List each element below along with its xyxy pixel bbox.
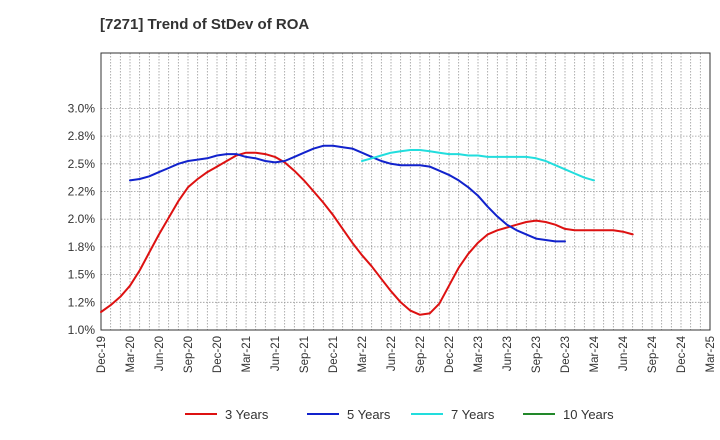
chart-title: [7271] Trend of StDev of ROA [100, 16, 310, 33]
x-tick-label: Dec-20 [212, 336, 224, 373]
y-axis-ticks: 1.0% 1.2% 1.5% 1.8% 2.0% 2.2% 2.5% 2.8% 3.0% [68, 101, 96, 337]
y-tick-label: 1.8% [68, 240, 96, 254]
x-tick-label: Sep-20 [183, 336, 195, 373]
x-tick-label: Mar-20 [125, 336, 137, 372]
y-tick-label: 2.8% [68, 129, 96, 143]
x-tick-label: Jun-24 [618, 335, 630, 371]
x-tick-label: Dec-24 [676, 335, 688, 373]
y-tick-label: 3.0% [68, 101, 96, 115]
x-tick-label: Sep-22 [415, 336, 427, 373]
x-tick-label: Jun-22 [386, 336, 398, 371]
x-tick-label: Dec-19 [96, 336, 108, 373]
series-line-3-years [100, 151, 634, 316]
x-tick-label: Dec-22 [444, 336, 456, 373]
x-tick-label: Jun-20 [154, 336, 166, 371]
y-tick-label: 1.0% [68, 323, 96, 337]
x-tick-label: Mar-24 [589, 335, 601, 372]
x-tick-label: Mar-21 [241, 336, 253, 372]
x-tick-label: Mar-25 [705, 336, 717, 372]
x-tick-label: Mar-23 [473, 336, 485, 372]
legend-label: 3 Years [225, 407, 269, 422]
x-tick-label: Jun-23 [502, 336, 514, 371]
legend-label: 7 Years [451, 407, 495, 422]
x-tick-label: Sep-23 [531, 336, 543, 373]
x-tick-label: Sep-21 [299, 336, 311, 373]
x-tick-label: Jun-21 [270, 336, 282, 371]
y-tick-label: 1.2% [68, 295, 96, 309]
y-tick-label: 1.5% [68, 268, 96, 282]
y-tick-label: 2.0% [68, 212, 96, 226]
series-line-5-years [129, 144, 566, 243]
legend-label: 5 Years [347, 407, 391, 422]
x-tick-label: Dec-21 [328, 336, 340, 373]
series-lines [100, 144, 634, 316]
grid-lines [101, 53, 710, 330]
x-tick-label: Sep-24 [647, 335, 659, 373]
legend: 3 Years 5 Years 7 Years 10 Years [185, 407, 614, 422]
axes [100, 52, 711, 331]
x-tick-label: Mar-22 [357, 336, 369, 372]
legend-label: 10 Years [563, 407, 614, 422]
plot-border [100, 52, 711, 331]
y-tick-label: 2.2% [68, 185, 96, 199]
x-tick-label: Dec-23 [560, 336, 572, 373]
series-line-7-years [361, 149, 595, 182]
y-tick-label: 2.5% [68, 157, 96, 171]
x-axis-ticks: Dec-19 Mar-20 Jun-20 Sep-20 Dec-20 Mar-21 Jun-… [96, 335, 717, 373]
